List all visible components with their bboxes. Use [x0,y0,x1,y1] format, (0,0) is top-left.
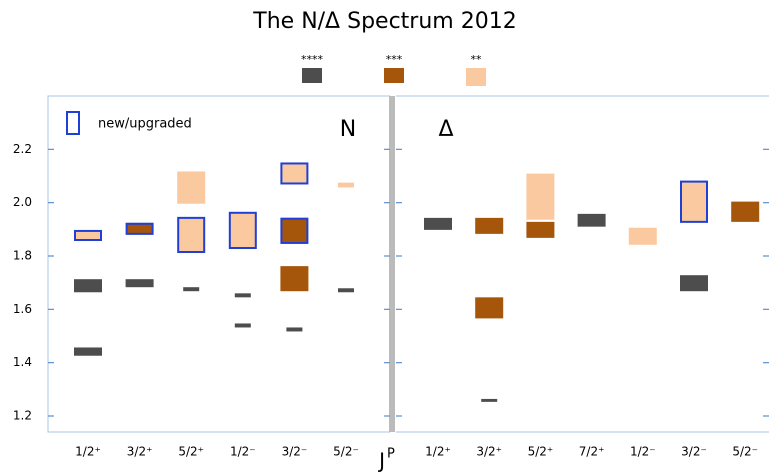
resonance-box [338,182,354,188]
x-tick-label: 5/2⁻ [732,445,758,459]
resonance-box [234,323,251,328]
y-tick-label: 1.2 [13,409,32,423]
x-axis-label-sup: P [387,447,395,462]
x-tick-label: 3/2⁻ [282,445,308,459]
x-tick-label: 1/2⁻ [230,445,256,459]
resonance-box [74,347,102,356]
x-tick-label: 1/2⁺ [425,445,451,459]
x-tick-label: 5/2⁺ [178,445,204,459]
resonance-box-new [280,217,309,244]
x-tick-label: 1/2⁺ [75,445,101,459]
x-tick-label: 5/2⁺ [528,445,554,459]
resonance-box-new [125,222,154,235]
panel-divider [389,96,395,432]
resonance-box-new [228,211,257,250]
y-tick-label: 2.0 [13,195,32,209]
x-tick-label: 7/2⁺ [579,445,605,459]
x-axis-label: J [377,449,385,472]
resonance-box [475,217,504,234]
x-tick-label: 3/2⁻ [681,445,707,459]
panel-label: Δ [438,117,453,142]
resonance-box [680,275,708,292]
resonance-box [183,287,200,292]
y-tick-label: 2.2 [13,142,32,156]
resonance-box [526,221,555,238]
resonance-box [731,201,760,222]
resonance-box [628,227,657,245]
resonance-box [424,217,452,230]
resonance-box-new [680,180,708,223]
legend-new-swatch [66,111,80,135]
x-tick-label: 3/2⁺ [127,445,153,459]
resonance-box-new [177,216,206,254]
legend-label: *** [386,53,403,66]
panel-frame [47,95,391,433]
legend-new-label: new/upgraded [98,117,192,132]
legend-swatch [384,68,404,83]
x-tick-label: 3/2⁺ [476,445,502,459]
resonance-box [234,293,251,298]
legend-swatch [302,68,322,83]
resonance-box [338,288,354,293]
resonance-box [481,398,498,402]
resonance-box [286,327,303,332]
legend-label: **** [301,53,324,66]
chart-title: The N/Δ Spectrum 2012 [252,9,516,34]
x-tick-label: 1/2⁻ [630,445,656,459]
resonance-box [177,171,206,204]
resonance-box [74,279,102,293]
y-tick-label: 1.8 [13,249,32,263]
legend-swatch [466,68,486,86]
x-tick-label: 5/2⁻ [333,445,359,459]
panel-label: N [340,117,356,142]
resonance-box [125,279,154,288]
resonance-box [577,213,606,227]
resonance-box [475,297,504,319]
y-tick-label: 1.4 [13,355,32,369]
resonance-box-new [280,162,309,185]
legend-label: ** [471,53,483,66]
y-tick-label: 1.6 [13,302,32,316]
resonance-box-new [74,229,102,242]
resonance-box [280,266,309,292]
resonance-box [526,173,555,220]
